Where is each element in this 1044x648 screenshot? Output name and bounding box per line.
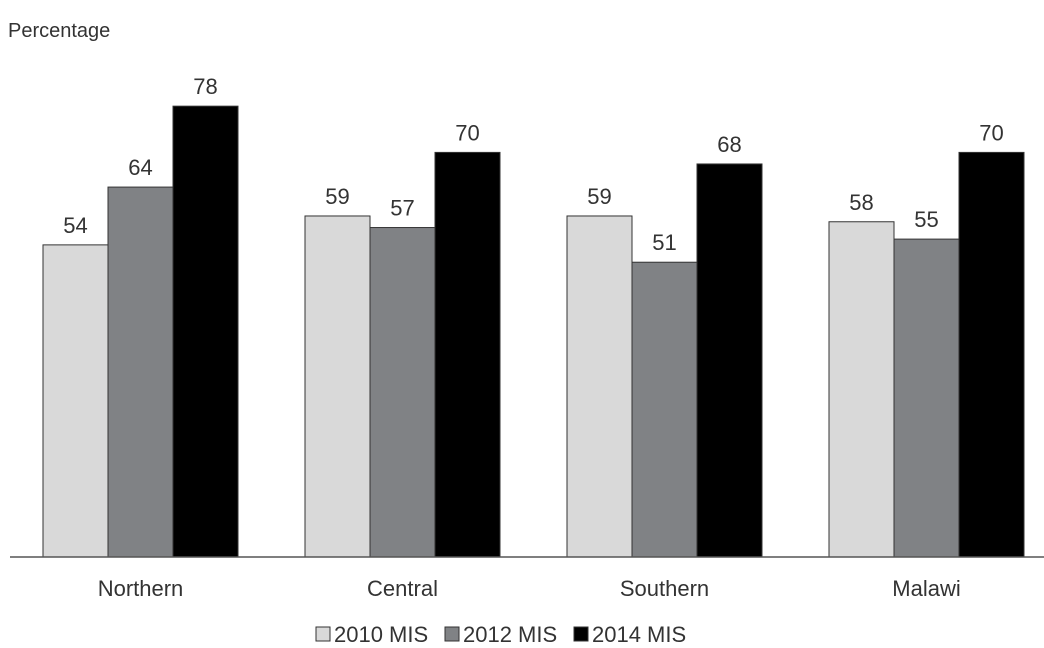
category-labels-group: Northern Central Southern Malawi [98,576,961,601]
legend-swatch-2014-mis [573,626,589,642]
value-label-central-2012-mis: 57 [390,196,414,221]
value-label-northern-2014-mis: 78 [193,74,217,99]
bar-central-2010-mis [304,215,371,558]
legend-swatch-2010-mis [315,626,331,642]
bar-central-2012-mis [369,227,436,558]
legend-label-2014-mis: 2014 MIS [592,622,686,647]
bar-northern-2012-mis [107,186,174,558]
value-label-central-2014-mis: 70 [455,120,479,145]
category-label-southern: Southern [620,576,709,601]
bar-northern-2010-mis [42,244,109,558]
bar-southern-2014-mis [696,163,763,558]
y-axis-label: Percentage [8,20,110,42]
value-label-southern-2014-mis: 68 [717,132,741,157]
bar-southern-2012-mis [631,261,698,558]
value-label-southern-2012-mis: 51 [652,230,676,255]
category-label-central: Central [367,576,438,601]
bars-group [42,105,1025,558]
value-label-central-2010-mis: 59 [325,184,349,209]
bar-malawi-2010-mis [828,221,895,558]
bar-malawi-2014-mis [958,151,1025,558]
value-label-southern-2010-mis: 59 [587,184,611,209]
bar-central-2014-mis [434,151,501,558]
value-label-northern-2010-mis: 54 [63,213,87,238]
legend-label-2012-mis: 2012 MIS [463,622,557,647]
legend-swatch-2012-mis [444,626,460,642]
value-label-malawi-2012-mis: 55 [914,207,938,232]
bar-malawi-2012-mis [893,238,960,558]
value-labels-group: 54 64 78 59 57 70 59 51 68 58 55 70 [63,74,1003,255]
legend-label-2010-mis: 2010 MIS [334,622,428,647]
legend: 2010 MIS 2012 MIS 2014 MIS [315,622,686,647]
value-label-malawi-2014-mis: 70 [979,120,1003,145]
category-label-malawi: Malawi [892,576,960,601]
category-label-northern: Northern [98,576,184,601]
bar-northern-2014-mis [172,105,239,558]
value-label-malawi-2010-mis: 58 [849,190,873,215]
bar-southern-2010-mis [566,215,633,558]
value-label-northern-2012-mis: 64 [128,155,152,180]
